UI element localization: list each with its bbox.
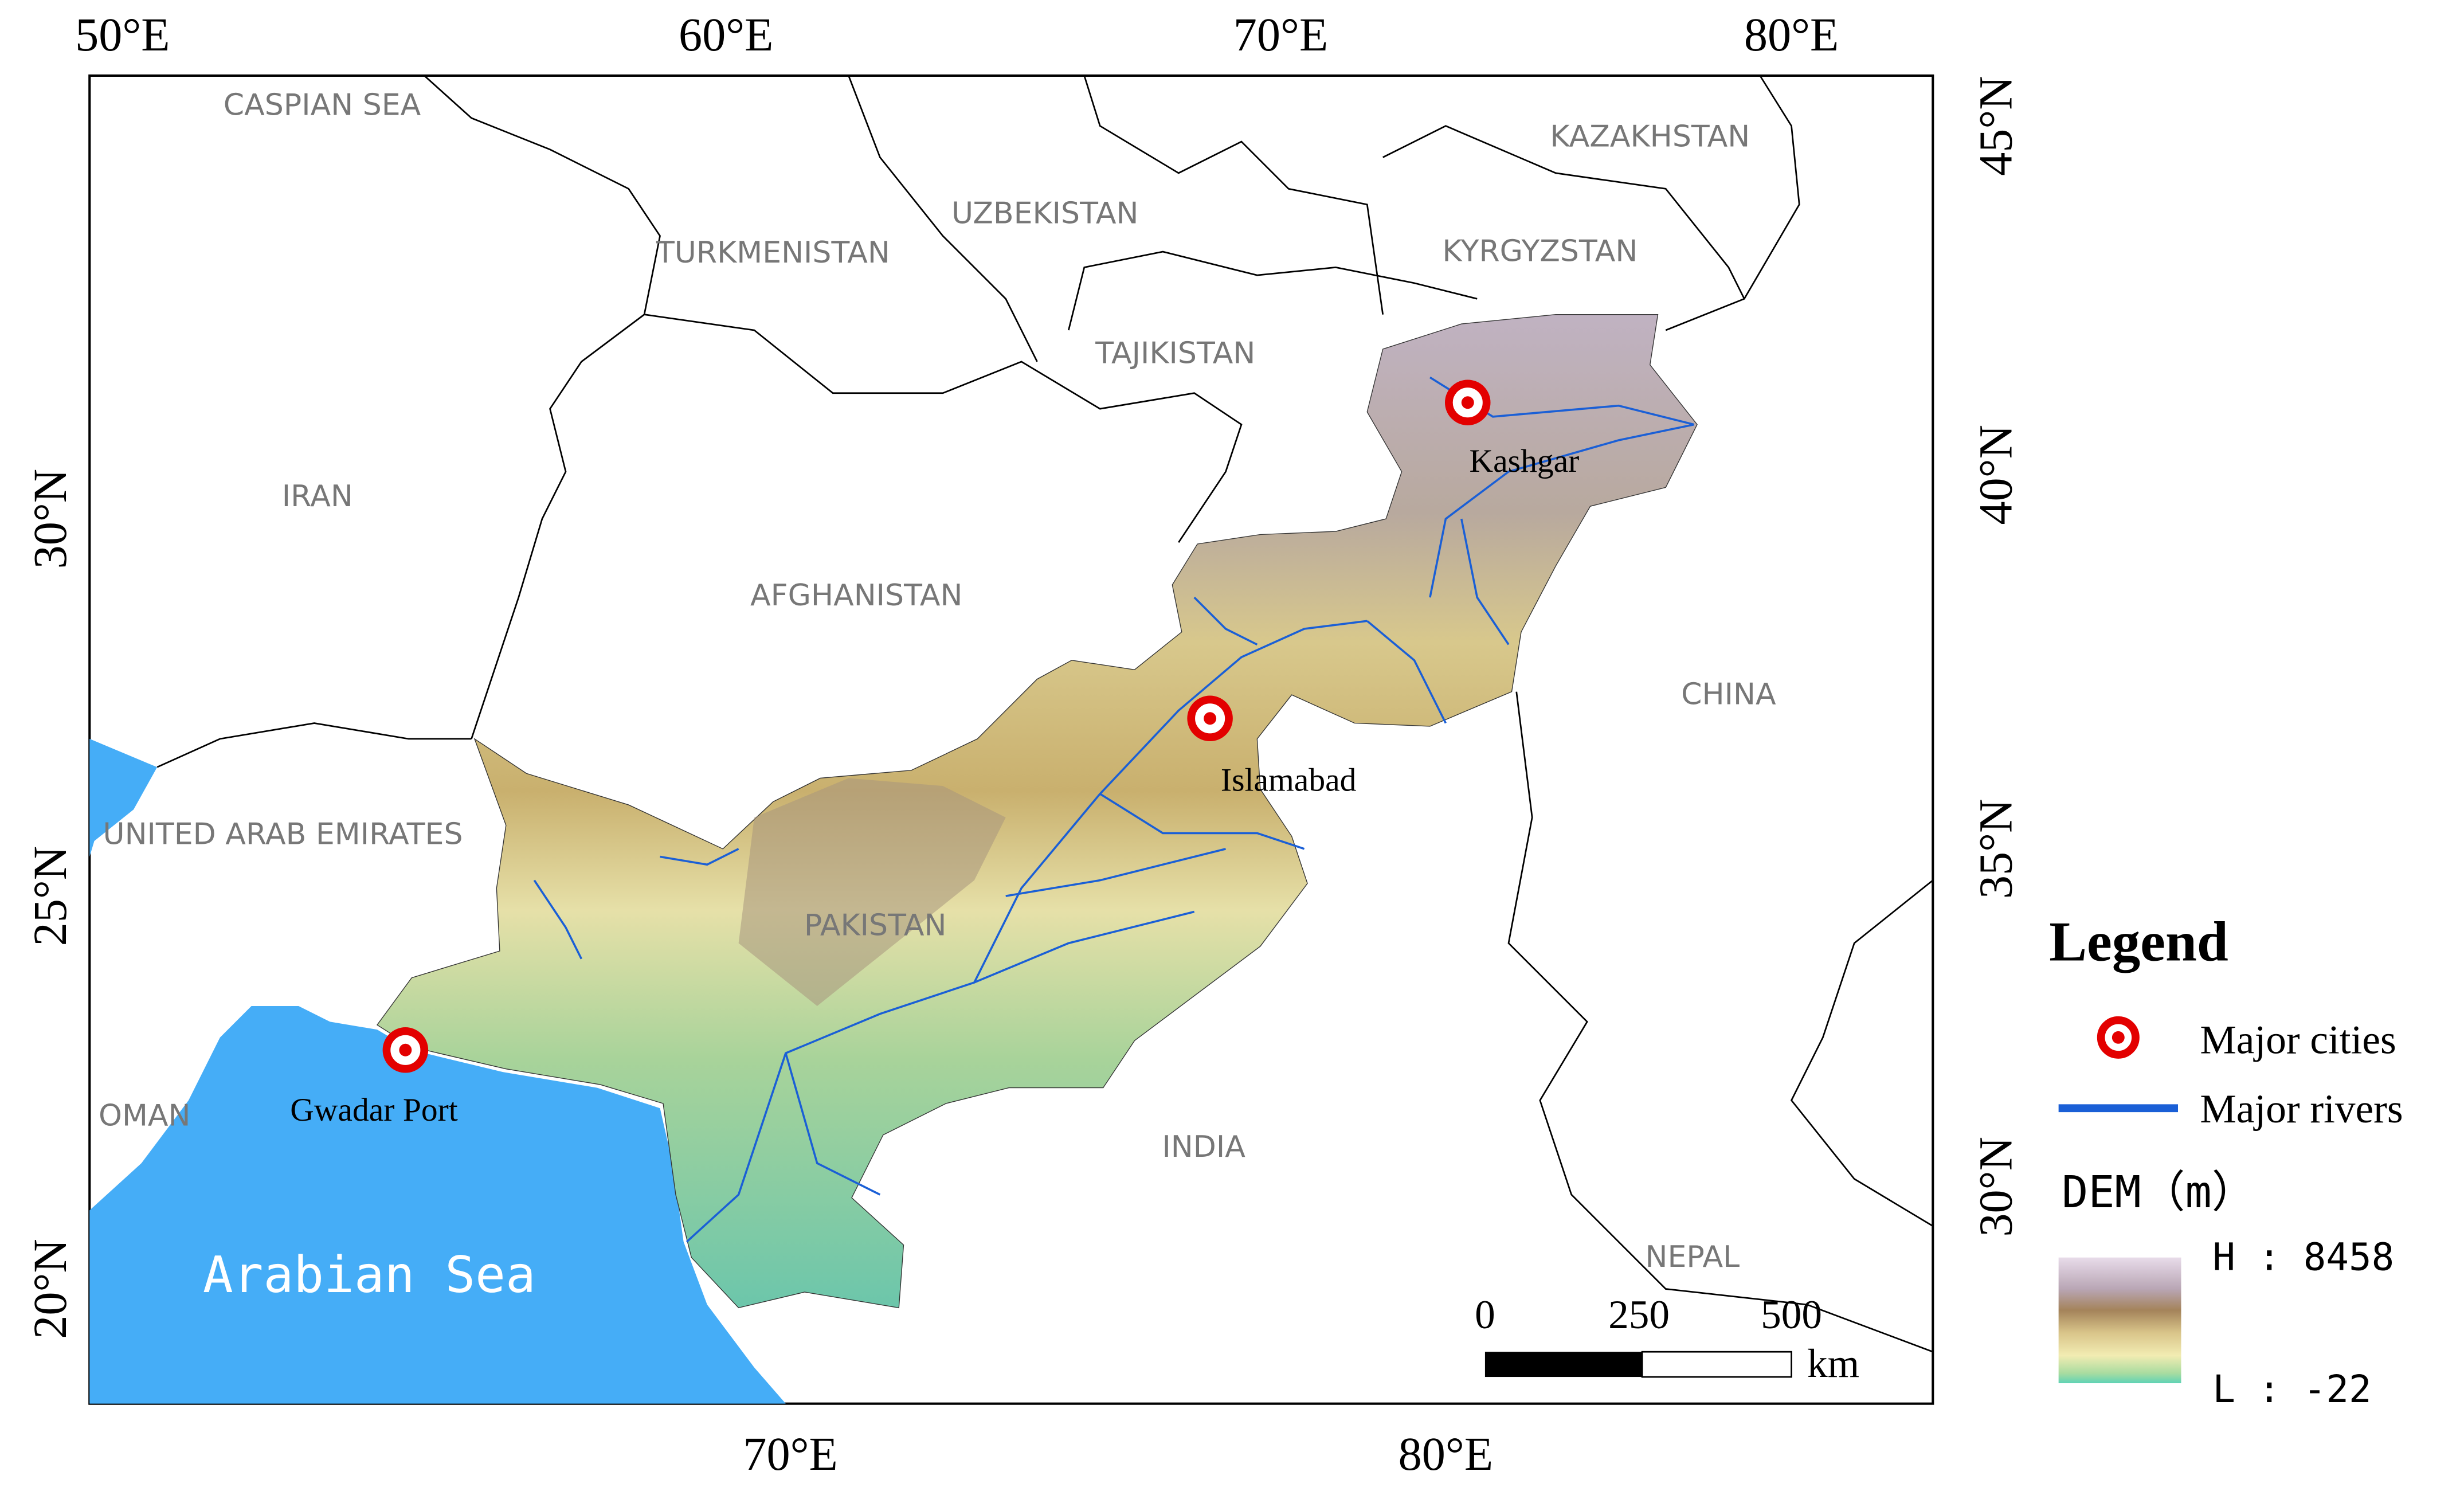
lon-label: 70°E — [1233, 9, 1328, 61]
scale-bar: 0 250 500 km — [1475, 1292, 1859, 1386]
lat-label: 40°N — [1969, 425, 2022, 525]
lon-label: 70°E — [743, 1428, 837, 1480]
legend-city-marker-dot — [2112, 1031, 2125, 1044]
pakistan-dem — [377, 314, 1698, 1309]
lon-label: 50°E — [75, 9, 170, 61]
country-label: PAKISTAN — [804, 909, 947, 943]
country-label: CHINA — [1681, 678, 1776, 712]
country-label: IRAN — [282, 479, 353, 514]
rivers — [533, 376, 1694, 1243]
dem-title: DEM（m） — [2062, 1167, 2255, 1218]
city-markers — [382, 379, 1491, 1073]
city-marker-dot — [1461, 396, 1474, 409]
sea — [89, 738, 786, 1404]
lon-label: 80°E — [1399, 1428, 1493, 1480]
legend-item: Major rivers — [2200, 1086, 2403, 1132]
high-terrain — [738, 778, 1006, 1007]
scale-label: 250 — [1608, 1292, 1670, 1337]
country-label: UNITED ARAB EMIRATES — [103, 817, 463, 852]
country-label: KYRGYZSTAN — [1442, 234, 1638, 268]
legend: Legend Major cities Major rivers DEM（m） … — [2049, 911, 2403, 1411]
lat-label: 30°N — [24, 469, 76, 569]
city-marker-dot — [399, 1043, 412, 1056]
lon-label: 80°E — [1744, 9, 1839, 61]
dem-low: L : -22 — [2212, 1367, 2371, 1411]
country-label: CASPIAN SEA — [224, 88, 421, 122]
lat-label: 25°N — [24, 846, 76, 946]
lat-label: 35°N — [1969, 799, 2022, 899]
scale-segment — [1484, 1352, 1643, 1377]
country-label: NEPAL — [1646, 1240, 1740, 1274]
country-label: AFGHANISTAN — [750, 578, 962, 613]
lat-label: 30°N — [1969, 1137, 2022, 1237]
scale-label: 500 — [1761, 1292, 1822, 1337]
country-label: INDIA — [1162, 1130, 1245, 1164]
scale-unit: km — [1807, 1341, 1859, 1386]
lon-label: 60°E — [679, 9, 773, 61]
dem-high: H : 8458 — [2212, 1235, 2394, 1279]
country-label: KAZAKHSTAN — [1550, 119, 1750, 154]
borders — [156, 75, 1934, 1353]
country-label: OMAN — [99, 1098, 191, 1133]
legend-item: Major cities — [2200, 1017, 2396, 1062]
lat-label: 20°N — [24, 1239, 76, 1339]
city-label: Kashgar — [1470, 443, 1580, 479]
legend-title: Legend — [2049, 911, 2228, 973]
country-label: UZBEKISTAN — [951, 197, 1138, 231]
scale-segment — [1641, 1351, 1792, 1378]
city-label: Islamabad — [1221, 762, 1357, 798]
country-label: TAJIKISTAN — [1095, 336, 1255, 371]
dem-colorbar — [2058, 1257, 2181, 1384]
city-label: Gwadar Port — [290, 1092, 458, 1128]
lat-label: 45°N — [1969, 76, 2022, 176]
country-label: TURKMENISTAN — [656, 236, 890, 270]
city-marker-dot — [1204, 712, 1217, 725]
sea-label: Arabian Sea — [203, 1246, 536, 1304]
scale-label: 0 — [1475, 1292, 1495, 1337]
